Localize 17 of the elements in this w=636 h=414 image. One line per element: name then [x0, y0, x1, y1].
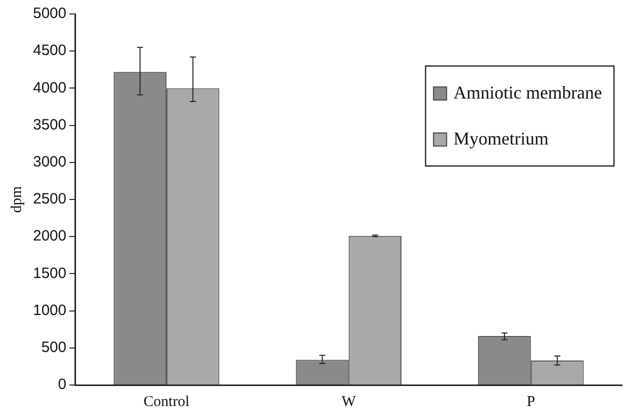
y-tick-label: 0 [58, 376, 66, 394]
y-tick-label: 3000 [32, 154, 66, 171]
x-tick-label: Control [144, 394, 190, 410]
legend-label: Amniotic membrane [454, 82, 602, 103]
x-tick-label: P [526, 394, 536, 410]
y-tick-label: 5000 [32, 5, 66, 22]
y-tick-label: 1000 [32, 302, 66, 319]
y-tick-label: 500 [41, 339, 66, 356]
y-tick-label: 3500 [32, 116, 66, 134]
y-axis-title: dpm [8, 186, 25, 213]
y-tick-label: 1500 [32, 264, 66, 282]
y-tick-label: 4500 [32, 42, 66, 60]
x-tick-label: W [342, 394, 357, 410]
y-tick-label: 4000 [32, 79, 66, 96]
y-tick-label: 2500 [32, 190, 66, 208]
y-tick-label: 2000 [32, 228, 66, 245]
legend-label: Myometrium [454, 128, 549, 149]
